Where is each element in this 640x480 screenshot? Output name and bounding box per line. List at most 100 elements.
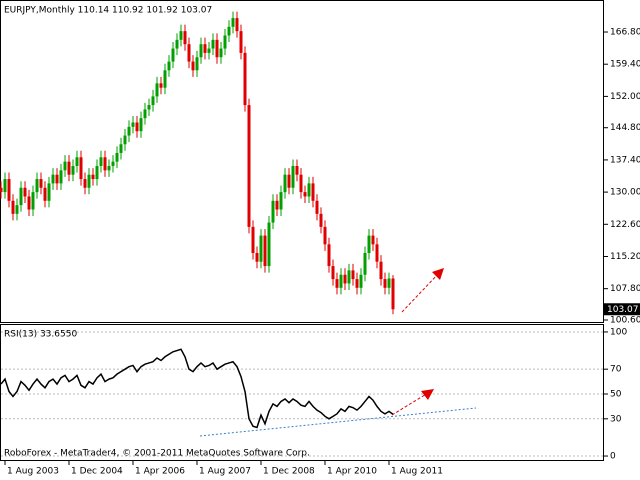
candle-body xyxy=(151,96,155,106)
candle-body xyxy=(115,152,119,162)
candle-body xyxy=(371,235,375,245)
candle-body xyxy=(175,39,179,49)
candle-body xyxy=(363,253,367,275)
candle-body xyxy=(179,31,183,40)
candle-body xyxy=(99,157,103,167)
candle-body xyxy=(303,192,307,197)
candle-body xyxy=(331,266,335,280)
rsi-arrow xyxy=(391,392,429,416)
candle-body xyxy=(231,18,235,27)
candle-body xyxy=(15,205,19,214)
candle-body xyxy=(79,157,83,180)
candle-body xyxy=(87,174,91,188)
candle-body xyxy=(171,48,175,62)
candle-body xyxy=(191,61,195,71)
candle-body xyxy=(3,179,7,193)
rsi-title: RSI(13) 33.6550 xyxy=(4,330,77,340)
candle-body xyxy=(0,187,3,193)
candle-body xyxy=(379,261,383,280)
candle-body xyxy=(355,279,359,288)
candle-body xyxy=(335,279,339,288)
candle-body xyxy=(143,109,147,119)
candle-body xyxy=(167,61,171,71)
candle-body xyxy=(307,183,311,197)
candle-body xyxy=(295,166,299,175)
candle-body xyxy=(75,157,79,167)
x-tick-label: 1 Apr 2010 xyxy=(327,467,377,477)
candle-body xyxy=(211,39,215,49)
candle-body xyxy=(83,179,87,188)
candle-body xyxy=(215,39,219,58)
candle-body xyxy=(227,26,231,36)
candle-body xyxy=(119,144,123,153)
current-price-tag xyxy=(604,303,640,316)
candle-body xyxy=(387,278,391,288)
candle-body xyxy=(195,57,199,71)
candle-body xyxy=(19,187,23,206)
x-tick-label: 1 Aug 2007 xyxy=(199,467,251,477)
candle-body xyxy=(319,213,323,227)
candle-body xyxy=(187,44,191,62)
candle-body xyxy=(31,192,35,210)
y-tick-label: 137.40 xyxy=(610,155,640,165)
candle-body xyxy=(55,174,59,184)
candle-body xyxy=(147,105,151,110)
candle-body xyxy=(203,44,207,53)
candle-body xyxy=(259,235,263,262)
candle-body xyxy=(91,174,95,180)
candle-body xyxy=(239,31,243,53)
candle-body xyxy=(47,183,51,201)
candle-body xyxy=(103,157,107,171)
price-title: EURJPY,Monthly 110.14 110.92 101.92 103.… xyxy=(4,6,212,16)
y-tick-label: 159.40 xyxy=(610,60,640,70)
rsi-panel xyxy=(0,324,604,461)
current-price-label: 103.07 xyxy=(607,305,639,315)
candle-body xyxy=(67,161,71,175)
x-tick-label: 1 Dec 2004 xyxy=(71,467,123,477)
candle-body xyxy=(279,192,283,210)
candle-body xyxy=(43,187,47,201)
candle-body xyxy=(315,200,319,214)
candle-body xyxy=(251,226,255,254)
y-tick-label: 70 xyxy=(610,365,622,375)
y-tick-label: 144.80 xyxy=(610,123,640,133)
y-tick-label: 100 xyxy=(610,327,627,337)
plot-layer: 166.80 159.40 152.00 144.80 137.40 130.00 122.… xyxy=(0,11,640,477)
candle-body xyxy=(51,174,55,184)
candle-body xyxy=(299,174,303,193)
y-tick-label: 100.60 xyxy=(610,315,640,325)
candle-body xyxy=(327,244,331,267)
y-tick-label: 107.80 xyxy=(610,284,640,294)
arrow-head xyxy=(432,268,444,280)
candle-body xyxy=(283,174,287,193)
candle-body xyxy=(275,200,279,210)
candle-body xyxy=(159,83,163,88)
candle-body xyxy=(135,122,139,132)
candle-body xyxy=(35,179,39,193)
candle-body xyxy=(127,126,131,136)
candle-body xyxy=(235,18,239,32)
y-tick-label: 166.80 xyxy=(610,28,640,38)
candle-body xyxy=(155,83,159,97)
candle-body xyxy=(107,166,111,171)
candle-body xyxy=(71,166,75,175)
candle-body xyxy=(11,200,15,214)
candle-body xyxy=(183,31,187,45)
y-tick-label: 30 xyxy=(610,414,622,424)
footer: RoboForex - MetaTrader4, © 2001-2011 Met… xyxy=(4,449,310,459)
candle-body xyxy=(163,70,167,88)
x-tick-label: 1 Dec 2008 xyxy=(263,467,315,477)
y-tick-label: 50 xyxy=(610,389,622,399)
candle-body xyxy=(139,118,143,132)
candle-body xyxy=(111,161,115,167)
candle-body xyxy=(291,166,295,188)
candle-body xyxy=(391,278,395,310)
candle-body xyxy=(27,196,31,210)
candle-body xyxy=(367,235,371,254)
candle-body xyxy=(339,274,343,288)
y-tick-label: 130.00 xyxy=(610,188,640,198)
candle-body xyxy=(375,244,379,262)
y-tick-label: 0 xyxy=(610,452,616,462)
